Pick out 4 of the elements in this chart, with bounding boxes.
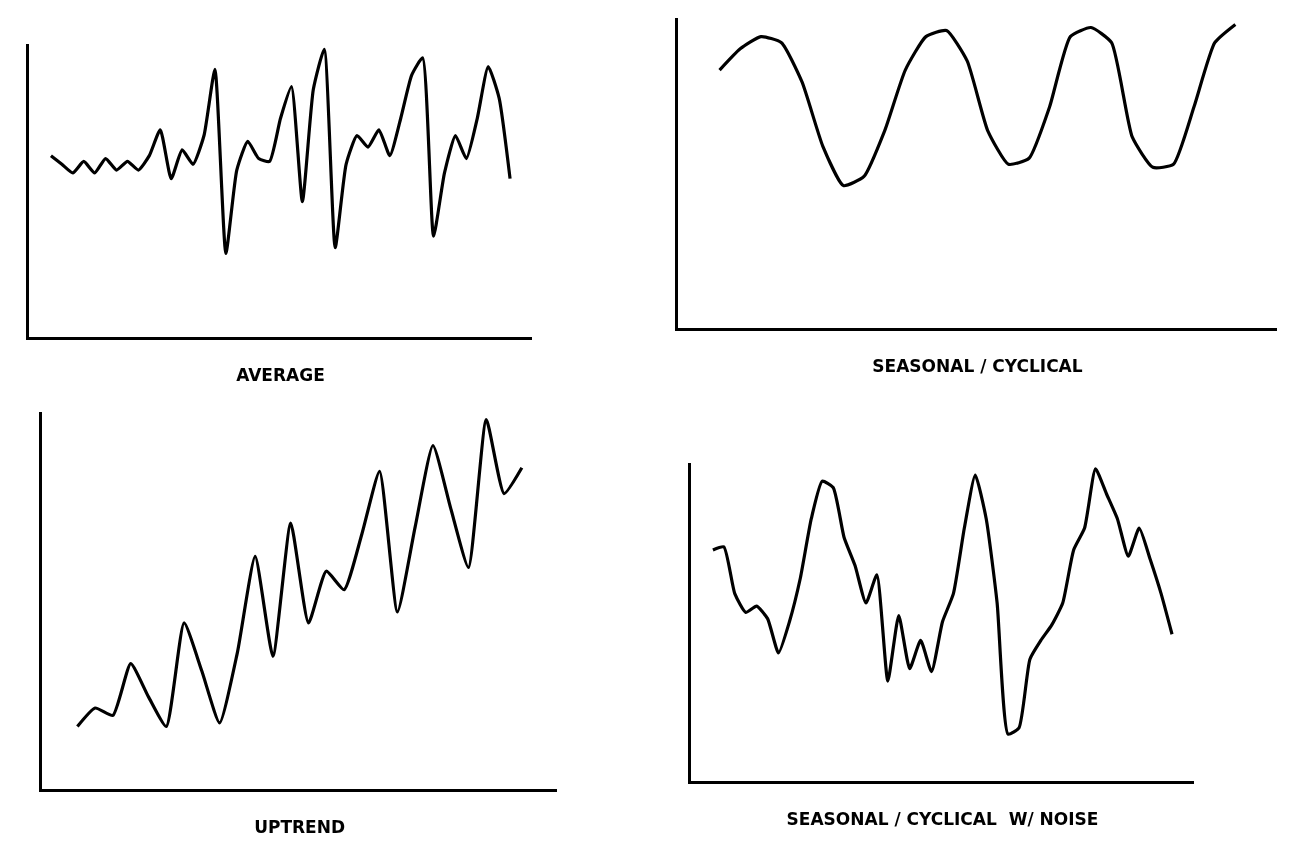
x-axis-title: UPTREND	[254, 817, 346, 838]
x-axis-title: AVERAGE	[236, 364, 325, 385]
x-axis-title: SEASONAL / CYCLICAL W/ NOISE	[786, 808, 1099, 829]
x-axis-title: SEASONAL / CYCLICAL	[872, 356, 1083, 377]
